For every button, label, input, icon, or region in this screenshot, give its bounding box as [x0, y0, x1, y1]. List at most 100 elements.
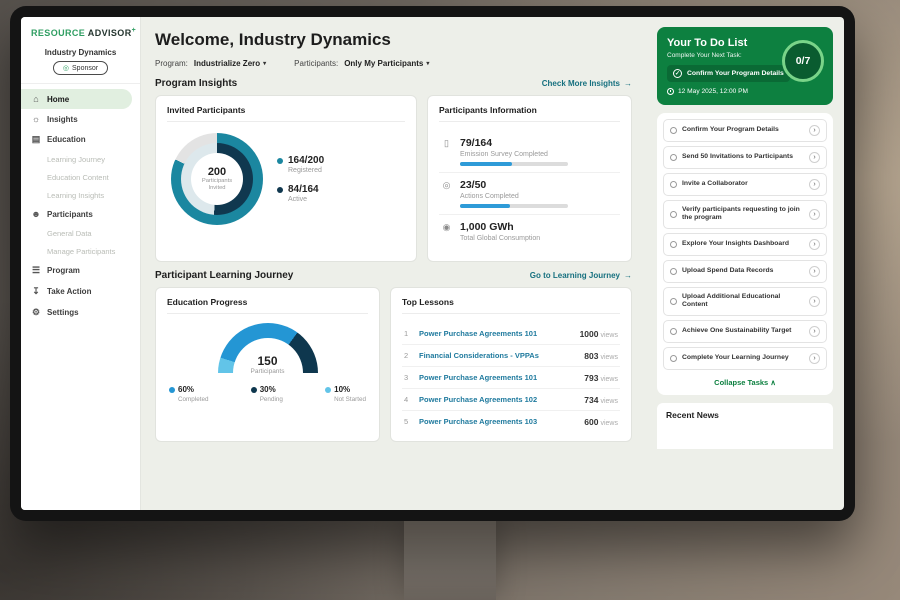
sidebar-item-education[interactable]: ▤ Education [31, 134, 86, 144]
chevron-right-icon[interactable]: › [809, 325, 820, 337]
education-icon: ▤ [31, 134, 41, 144]
sponsor-icon: ◎ [62, 65, 70, 72]
gauge-center-value: 150 [257, 354, 278, 368]
chevron-right-icon[interactable]: › [809, 125, 820, 136]
brand-logo: RESOURCE ADVISOR+ [21, 27, 140, 38]
donut-legend: 164/200 Registered 84/164 Active [277, 155, 324, 203]
sidebar-item-manage-participants[interactable]: Manage Participants [47, 246, 116, 256]
task-item[interactable]: Invite a Collaborator › [663, 173, 827, 196]
task-checkbox-icon[interactable] [670, 154, 677, 161]
task-item[interactable]: Verify participants requesting to join t… [663, 200, 827, 229]
task-checkbox-icon[interactable] [670, 297, 677, 305]
task-item[interactable]: Explore Your Insights Dashboard › [663, 232, 827, 256]
sidebar-item-learning-insights[interactable]: Learning Insights [47, 190, 105, 200]
page-title: Welcome, Industry Dynamics [155, 30, 391, 49]
sidebar-item-settings[interactable]: ⚙ Settings [31, 307, 79, 317]
arrow-right-icon: → [624, 271, 632, 280]
todo-column: Your To Do List Complete Your Next Task:… [646, 17, 844, 510]
task-item[interactable]: Send 50 Invitations to Participants › [663, 146, 827, 169]
invited-participants-card: Invited Participants 200 Participants In… [155, 95, 417, 262]
chevron-right-icon[interactable]: › [809, 352, 820, 364]
collapse-tasks-link[interactable]: Collapse Tasks ∧ [714, 377, 776, 387]
check-icon: ✓ [673, 69, 682, 78]
chevron-right-icon[interactable]: › [809, 208, 820, 220]
lesson-link[interactable]: Power Purchase Agreements 101 [419, 329, 538, 338]
chevron-right-icon[interactable]: › [809, 179, 820, 190]
lesson-link[interactable]: Power Purchase Agreements 102 [419, 395, 538, 404]
program-insights-title: Program Insights [155, 78, 238, 89]
sidebar: RESOURCE ADVISOR+ Industry Dynamics ◎ Sp… [21, 17, 141, 510]
sidebar-item-education-content[interactable]: Education Content [47, 172, 109, 182]
task-checkbox-icon[interactable] [670, 181, 677, 188]
chevron-right-icon[interactable]: › [809, 295, 820, 307]
lesson-link[interactable]: Power Purchase Agreements 103 [419, 417, 538, 426]
task-checkbox-icon[interactable] [670, 240, 677, 248]
lesson-link[interactable]: Power Purchase Agreements 101 [419, 373, 538, 382]
sidebar-item-learning-journey[interactable]: Learning Journey [47, 154, 105, 164]
lesson-link[interactable]: Financial Considerations - VPPAs [419, 351, 539, 360]
check-more-insights-link[interactable]: Check More Insights → [541, 79, 632, 88]
program-filter-dropdown[interactable]: Industrialize Zero ▾ [193, 59, 267, 68]
progress-bar [460, 162, 568, 166]
go-to-learning-journey-link[interactable]: Go to Learning Journey → [529, 271, 632, 280]
sidebar-item-insights[interactable]: ☼ Insights [31, 114, 78, 124]
main-content: Welcome, Industry Dynamics Program: Indu… [141, 17, 646, 510]
legend-dot [277, 187, 283, 193]
task-checkbox-icon[interactable] [670, 327, 677, 335]
sidebar-item-take-action[interactable]: ↧ Take Action [32, 286, 92, 296]
lessons-card-title: Top Lessons [402, 297, 620, 314]
donut-center-label: Participants Invited [201, 178, 233, 191]
legend-dot [169, 386, 175, 393]
brand-secondary: ADVISOR [87, 28, 132, 38]
lesson-row: 4 Power Purchase Agreements 102 734 views [402, 389, 620, 411]
task-checkbox-icon[interactable] [670, 267, 677, 275]
task-checkbox-icon[interactable] [670, 127, 677, 134]
task-item[interactable]: Confirm Your Program Details › [663, 119, 827, 142]
recent-news-card: Recent News [657, 402, 833, 449]
sidebar-item-participants[interactable]: ☻ Participants [31, 209, 93, 219]
top-lessons-card: Top Lessons 1 Power Purchase Agreements … [390, 287, 632, 442]
task-item[interactable]: Upload Additional Educational Content › [663, 286, 827, 316]
chevron-right-icon[interactable]: › [809, 265, 820, 277]
legend-item: 60% Completed [169, 385, 208, 403]
task-checkbox-icon[interactable] [670, 354, 677, 362]
next-task-due: 12 May 2025, 12:00 PM [667, 88, 823, 95]
education-gauge-chart: 150 Participants [217, 323, 318, 375]
lesson-row: 1 Power Purchase Agreements 101 1000 view… [402, 323, 620, 345]
task-item[interactable]: Upload Spend Data Records › [663, 259, 827, 283]
sponsor-label: Sponsor [72, 64, 99, 72]
org-name: Industry Dynamics [44, 48, 117, 57]
sidebar-item-program[interactable]: ☰ Program [31, 265, 80, 275]
sponsor-badge[interactable]: ◎ Sponsor [52, 61, 109, 75]
tasks-list: Confirm Your Program Details › Send 50 I… [663, 119, 827, 370]
chevron-up-icon: ∧ [770, 377, 776, 387]
todo-panel: Your To Do List Complete Your Next Task:… [657, 27, 833, 105]
dashboard-screen: RESOURCE ADVISOR+ Industry Dynamics ◎ Sp… [21, 17, 844, 510]
info-row: ▯ 79/164 Emission Survey Completed [439, 131, 620, 173]
task-item[interactable]: Achieve One Sustainability Target › [663, 319, 827, 343]
settings-icon: ⚙ [31, 307, 41, 317]
sidebar-item-home[interactable]: ⌂ Home [21, 89, 132, 109]
emission-survey-icon: ▯ [444, 138, 449, 148]
education-card-title: Education Progress [167, 297, 368, 314]
home-icon: ⌂ [33, 94, 39, 104]
chevron-right-icon[interactable]: › [809, 238, 820, 250]
monitor-bezel: RESOURCE ADVISOR+ Industry Dynamics ◎ Sp… [10, 6, 855, 521]
next-task-button[interactable]: ✓ Confirm Your Program Details [667, 65, 790, 82]
todo-progress-badge: 0/7 [782, 40, 824, 82]
brand-primary: RESOURCE [31, 28, 86, 38]
task-item[interactable]: Complete Your Learning Journey › [663, 346, 827, 370]
task-checkbox-icon[interactable] [670, 210, 677, 218]
participants-filter-dropdown[interactable]: Only My Participants ▾ [344, 59, 430, 68]
gauge-legend: 60% Completed 30% Pending [167, 385, 368, 403]
lesson-row: 3 Power Purchase Agreements 101 793 views [402, 367, 620, 389]
legend-item: 30% Pending [250, 385, 283, 403]
legend-item: 164/200 Registered [277, 155, 324, 174]
chevron-right-icon[interactable]: › [809, 152, 820, 163]
chevron-down-icon: ▾ [426, 61, 430, 67]
invited-card-title: Invited Participants [167, 105, 405, 122]
sidebar-item-general-data[interactable]: General Data [47, 228, 92, 238]
take-action-icon: ↧ [32, 286, 40, 296]
lesson-row: 5 Power Purchase Agreements 103 600 views [404, 416, 618, 427]
learning-journey-title: Participant Learning Journey [155, 270, 294, 281]
